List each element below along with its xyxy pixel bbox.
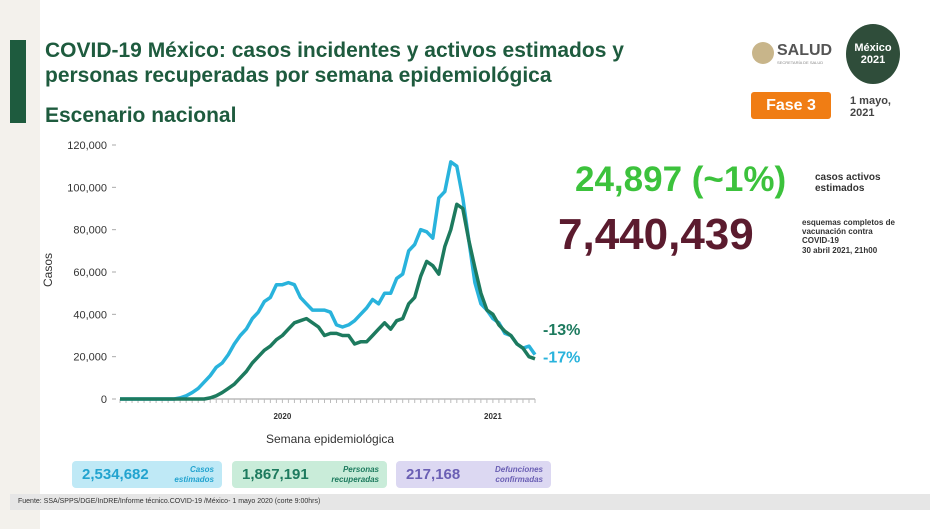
vaccines-date: 30 abril 2021, 21h00: [802, 246, 878, 255]
x-tick-label: 2021: [484, 412, 502, 421]
title: COVID-19 México: casos incidentes y acti…: [45, 39, 624, 87]
cases-total: 2,534,682: [82, 466, 149, 483]
deaths-label: Defunciones confirmadas: [494, 464, 543, 484]
recovered-box: 1,867,191 Personas recuperadas: [232, 461, 387, 488]
line-series: [120, 160, 537, 401]
cases-box: 2,534,682 Casos estimados: [72, 461, 222, 488]
active-cases: 24,897 (~1%): [575, 160, 787, 199]
x-tick-label: 2020: [273, 412, 291, 421]
active-label: casos activos estimados: [815, 172, 881, 194]
accent-bar: [10, 40, 26, 123]
deaths-total: 217,168: [406, 466, 461, 483]
phase-badge: Fase 3: [751, 92, 831, 119]
footer: Fuente: SSA/SPPS/DGE/InDRE/Informe técni…: [10, 494, 930, 510]
subtitle: Escenario nacional: [45, 104, 237, 127]
y-tick-label: 20,000: [73, 352, 107, 364]
legend-entry: Personas recuperadas: [331, 464, 379, 484]
y-tick-label: 100,000: [67, 182, 107, 194]
logo-sub: SECRETARÍA DE SALUD: [777, 60, 824, 65]
line-series: [120, 202, 536, 401]
end-label: -17%: [543, 350, 580, 367]
y-tick-label: 80,000: [73, 225, 107, 237]
vaccines: 7,440,439: [558, 210, 754, 259]
y-tick-label: 60,000: [73, 267, 107, 279]
vaccines-label: esquemas completos de vacunación contra …: [802, 218, 895, 245]
deaths-box: 217,168 Defunciones confirmadas: [396, 461, 551, 488]
y-tick-label: 120,000: [67, 140, 107, 152]
logo-icon: [752, 42, 774, 64]
y-tick-label: 40,000: [73, 309, 107, 321]
chart: Casos Semana epidemiológica 0 20,000 40,00…: [41, 140, 580, 446]
recovered-total: 1,867,191: [242, 466, 309, 483]
y-tick-label: 0: [101, 394, 107, 406]
logo: SALUD: [777, 42, 833, 59]
end-label: -13%: [543, 322, 580, 339]
date: 1 mayo, 2021: [850, 95, 891, 119]
legend-entry: Casos estimados: [174, 464, 214, 484]
y-axis-label: Casos: [41, 253, 55, 287]
logo2: México 2021: [846, 24, 900, 84]
x-axis-label: Semana epidemiológica: [266, 432, 394, 446]
